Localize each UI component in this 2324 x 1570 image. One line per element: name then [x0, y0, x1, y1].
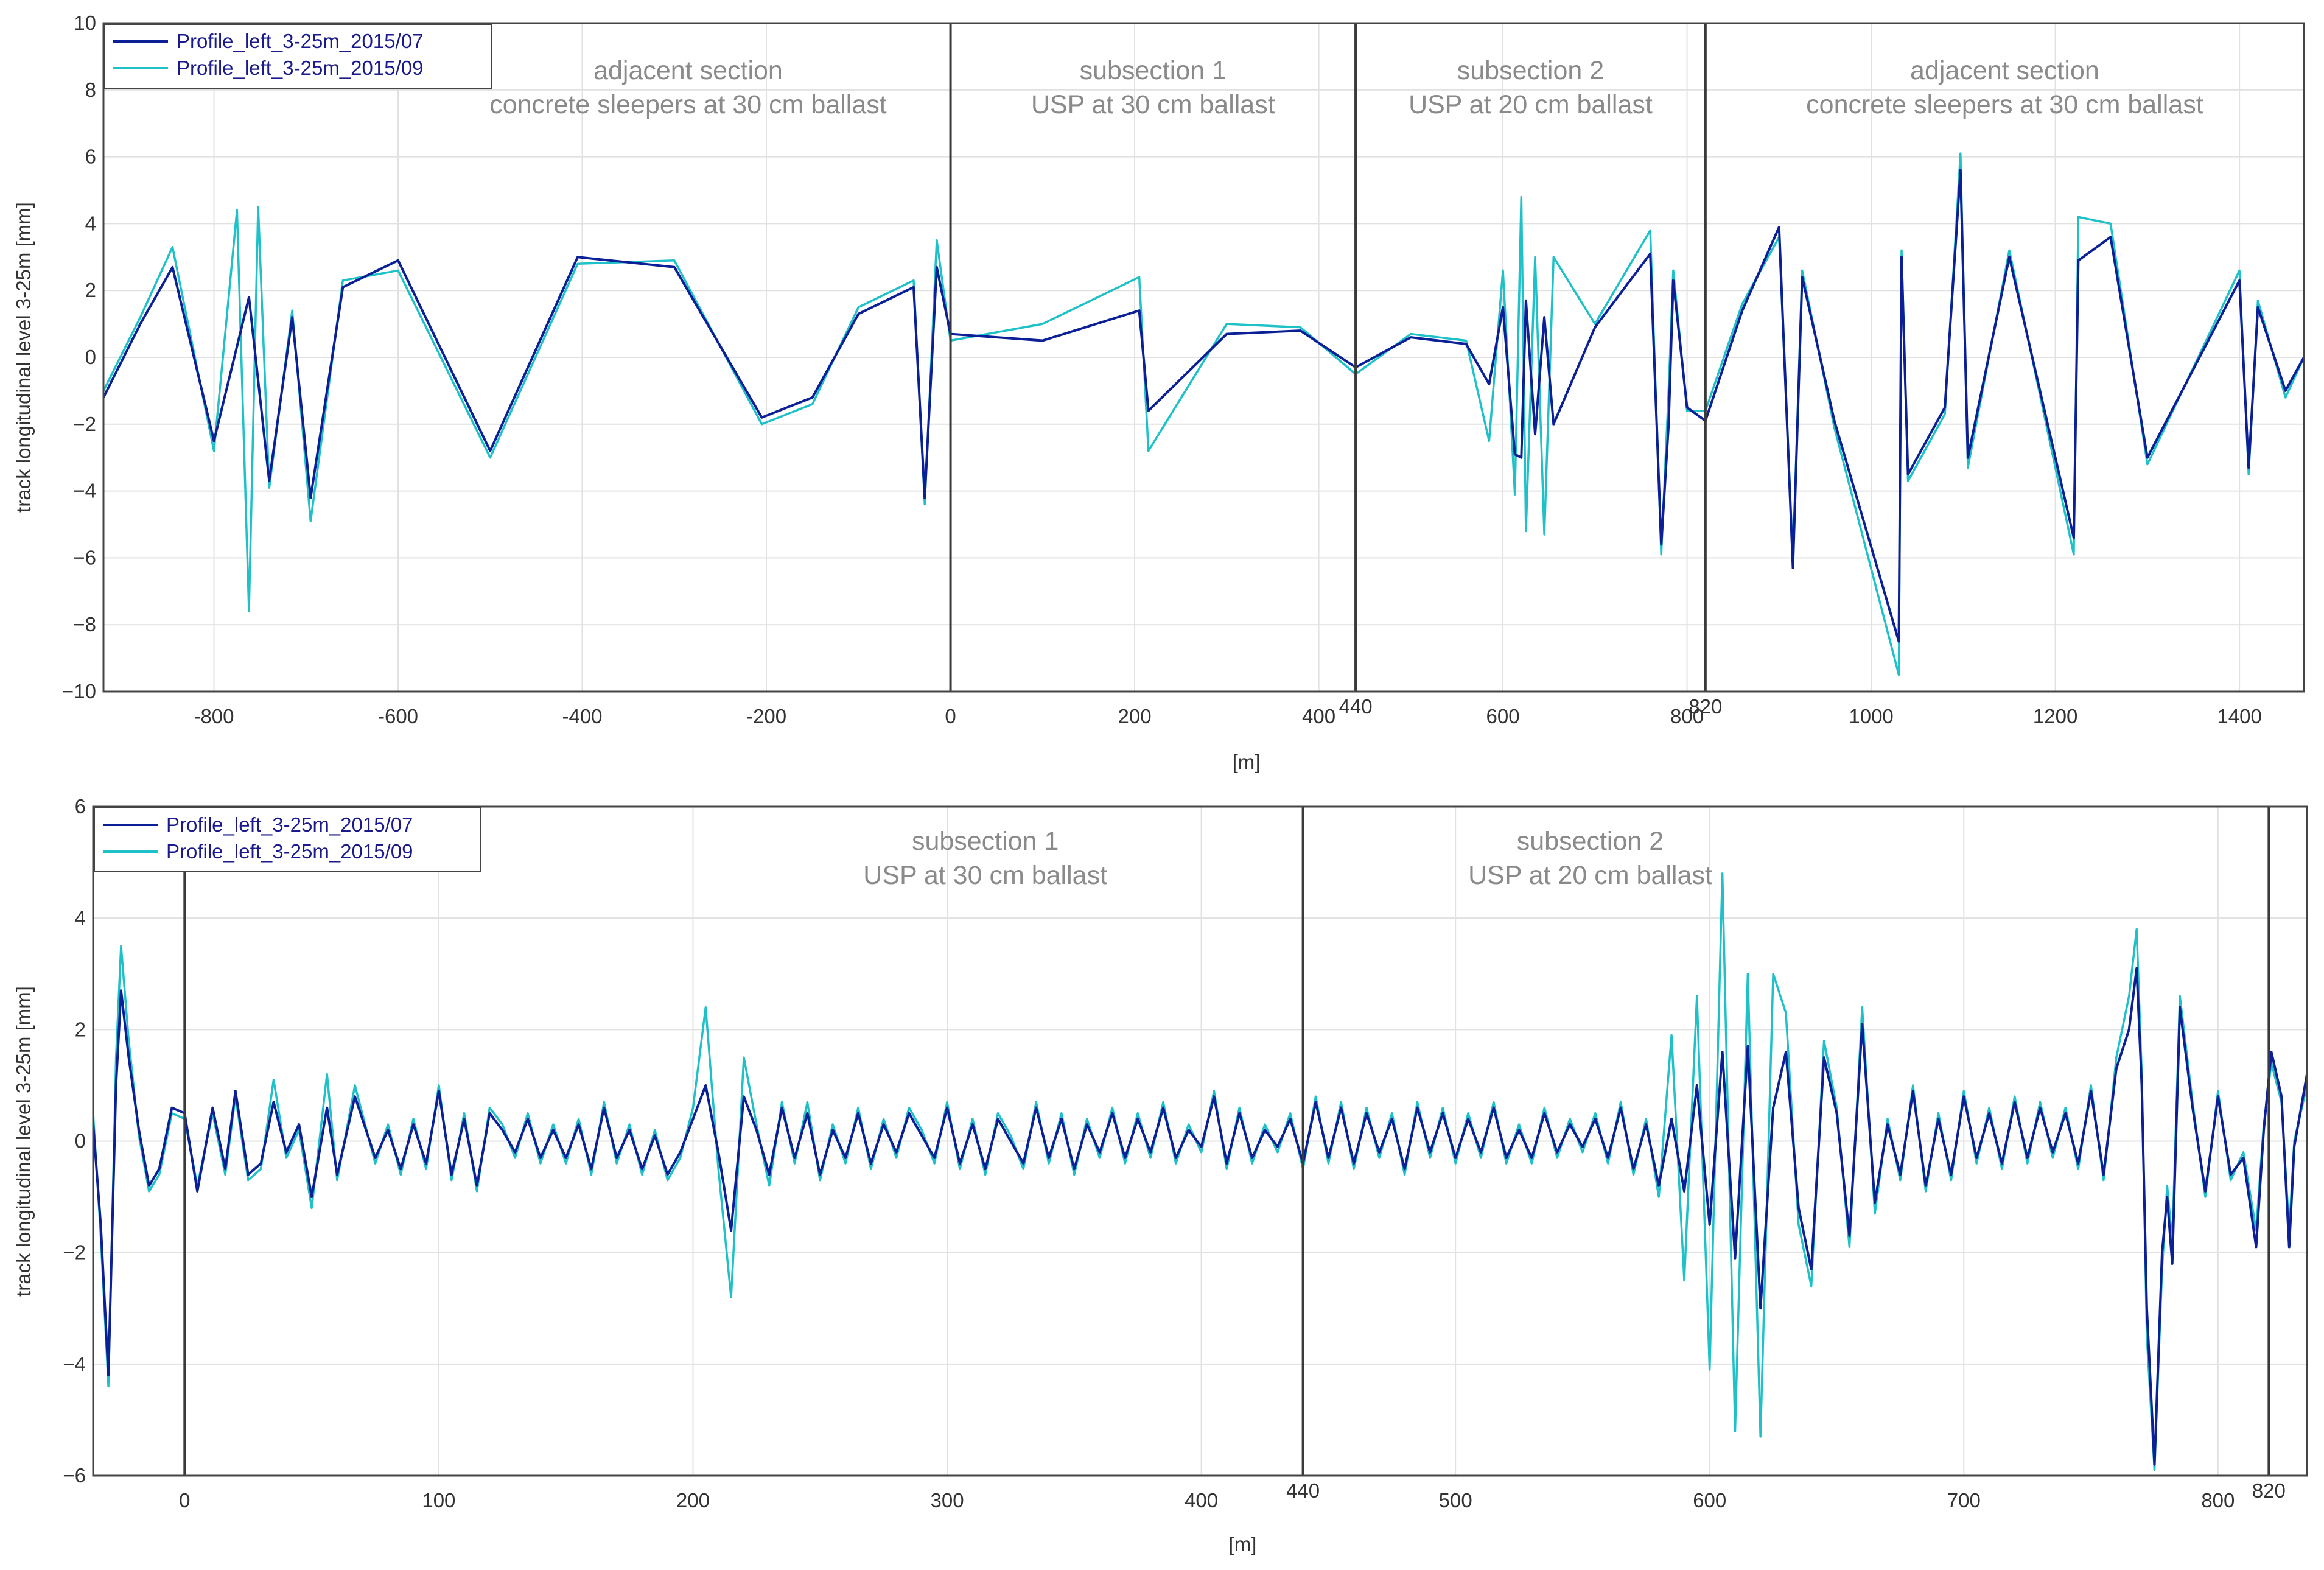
- x-tick-label: 700: [1947, 1489, 1981, 1512]
- x-tick-label: -800: [194, 705, 234, 727]
- y-tick-label: −2: [63, 1241, 86, 1264]
- x-tick-label: 200: [1118, 705, 1152, 727]
- y-axis-label: track longitudinal level 3-25m [mm]: [12, 202, 35, 513]
- x-tick-label: 400: [1302, 705, 1335, 727]
- series-line-2015-09: [103, 152, 2304, 676]
- section-annotation: concrete sleepers at 30 cm ballast: [1806, 90, 2203, 119]
- legend-box: [94, 807, 481, 872]
- y-tick-label: 2: [85, 279, 96, 301]
- x-tick-label: -600: [378, 705, 418, 727]
- section-annotation: adjacent section: [1910, 56, 2099, 85]
- x-tick-label: -400: [562, 705, 602, 727]
- y-tick-label: 0: [85, 346, 96, 368]
- x-tick-label: 200: [676, 1489, 710, 1512]
- series-line-2015-09: [93, 872, 2307, 1471]
- plot-frame: [102, 22, 2305, 693]
- y-tick-label: −6: [73, 546, 96, 569]
- x-tick-label: 300: [930, 1489, 964, 1512]
- y-tick-label: 0: [75, 1130, 86, 1152]
- y-tick-label: −10: [62, 680, 96, 703]
- x-tick-label: 400: [1185, 1489, 1218, 1512]
- x-tick-label: 600: [1486, 705, 1520, 727]
- x-tick-label: 0: [945, 705, 956, 727]
- x-tick-label: 1000: [1849, 705, 1893, 727]
- boundary-label: 440: [1286, 1479, 1320, 1502]
- chart-top: 10 8 6 4 2 0 −2 −4 −6 −8 −10 -800 -600 -400 -200 0 200 40…: [12, 12, 2305, 773]
- x-tick-label: 100: [422, 1489, 455, 1512]
- x-tick-label: 600: [1693, 1489, 1726, 1512]
- series-line-2015-07: [93, 967, 2307, 1466]
- x-tick-label: -200: [746, 705, 786, 727]
- legend-entry: Profile_left_3-25m_2015/09: [177, 57, 423, 79]
- y-tick-label: 6: [85, 145, 96, 168]
- section-annotation: subsection 1: [1080, 56, 1227, 85]
- y-tick-label: 8: [85, 79, 96, 101]
- y-axis-label: track longitudinal level 3-25m [mm]: [12, 986, 35, 1297]
- boundary-label: 440: [1339, 695, 1373, 718]
- legend-entry: Profile_left_3-25m_2015/07: [166, 813, 413, 836]
- x-tick-label: 500: [1439, 1489, 1472, 1512]
- section-annotation: subsection 2: [1457, 56, 1604, 85]
- y-tick-label: −8: [73, 613, 96, 636]
- x-tick-label: 0: [179, 1489, 190, 1512]
- y-tick-label: −4: [63, 1353, 86, 1375]
- y-tick-label: 6: [75, 795, 86, 818]
- boundary-label: 820: [2252, 1479, 2286, 1502]
- chart-bottom: 6 4 2 0 −2 −4 −6 0 100 200 300 400 500 600 700 800 440 82…: [12, 795, 2308, 1555]
- section-annotation: concrete sleepers at 30 cm ballast: [489, 90, 887, 119]
- plot-frame: [92, 805, 2308, 1477]
- legend: Profile_left_3-25m_2015/07 Profile_left_3…: [104, 24, 492, 89]
- x-axis-label: [m]: [1229, 1533, 1257, 1555]
- section-annotation: USP at 20 cm ballast: [1468, 861, 1712, 890]
- x-tick-label: 1400: [2217, 705, 2261, 727]
- y-tick-label: −2: [73, 413, 96, 435]
- legend-box: [104, 24, 492, 89]
- y-tick-label: 10: [74, 12, 96, 34]
- y-tick-label: 4: [85, 212, 96, 234]
- section-annotation: subsection 1: [912, 827, 1059, 856]
- legend-entry: Profile_left_3-25m_2015/09: [166, 840, 413, 863]
- x-tick-label: 800: [1670, 705, 1704, 727]
- y-tick-label: 2: [75, 1018, 86, 1040]
- section-annotation: USP at 30 cm ballast: [1031, 90, 1275, 119]
- y-tick-label: −4: [73, 480, 96, 502]
- legend: Profile_left_3-25m_2015/07 Profile_left_3…: [94, 807, 481, 872]
- x-axis-label: [m]: [1233, 751, 1261, 773]
- y-tick-label: −6: [63, 1464, 86, 1487]
- section-annotation: subsection 2: [1517, 827, 1664, 856]
- section-annotation: adjacent section: [593, 56, 783, 85]
- section-annotation: USP at 20 cm ballast: [1409, 90, 1653, 119]
- x-tick-label: 800: [2201, 1489, 2235, 1512]
- boundary-label: 820: [1689, 695, 1722, 718]
- legend-entry: Profile_left_3-25m_2015/07: [177, 30, 423, 52]
- x-tick-label: 1200: [2033, 705, 2077, 727]
- series-line-2015-07: [103, 169, 2304, 643]
- section-annotation: USP at 30 cm ballast: [863, 861, 1107, 890]
- y-tick-label: 4: [75, 906, 86, 929]
